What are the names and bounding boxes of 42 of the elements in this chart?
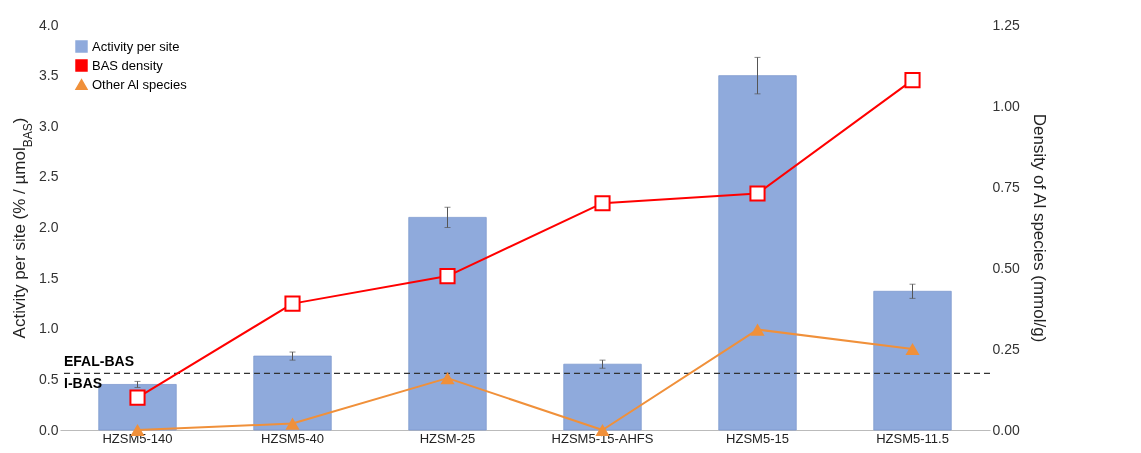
legend-label: Other Al species bbox=[92, 76, 188, 92]
point bbox=[904, 72, 921, 89]
ref-line-label: EFAL-BAS bbox=[64, 353, 134, 370]
point bbox=[905, 342, 920, 356]
x-tick-label: HZSM-25 bbox=[419, 430, 476, 446]
y2-tick-label: 1.00 bbox=[992, 97, 1020, 114]
y-tick-label: 3.5 bbox=[39, 67, 59, 84]
y-tick-label: 3.0 bbox=[39, 117, 59, 134]
x-tick-label: HZSM5-15 bbox=[726, 430, 789, 446]
y-tick-label: 0.5 bbox=[39, 370, 59, 387]
legend-label: BAS density bbox=[92, 57, 164, 73]
y2-axis-title: Density of Al species (mmol/g) bbox=[1029, 113, 1049, 343]
y-tick-label: 1.5 bbox=[39, 269, 59, 286]
x-tick-label: HZSM5-11.5 bbox=[876, 430, 949, 446]
annotation: I-BAS bbox=[64, 375, 103, 392]
y2-tick-label: 0.75 bbox=[992, 178, 1020, 195]
y2-tick-label: 0.50 bbox=[992, 259, 1020, 276]
point bbox=[439, 268, 456, 285]
bar bbox=[253, 355, 332, 431]
y2-tick-label: 0.00 bbox=[992, 421, 1020, 438]
x-tick-label: HZSM5-140 bbox=[102, 430, 173, 446]
point bbox=[284, 295, 301, 312]
point bbox=[594, 195, 611, 212]
y-tick-label: 1.0 bbox=[39, 320, 59, 337]
point bbox=[749, 185, 766, 202]
y-tick-label: 2.0 bbox=[39, 219, 59, 235]
y-tick-label: 4.0 bbox=[39, 16, 59, 33]
point bbox=[440, 372, 455, 385]
y-tick-label: 0.0 bbox=[39, 421, 59, 438]
bar bbox=[873, 290, 952, 431]
point bbox=[129, 389, 146, 406]
bar bbox=[563, 363, 642, 431]
y2-tick-label: 1.25 bbox=[992, 16, 1020, 33]
y-tick-label: 2.5 bbox=[39, 168, 59, 185]
x-tick-label: HZSM5-40 bbox=[261, 430, 324, 446]
point bbox=[750, 323, 765, 336]
bar bbox=[408, 216, 487, 431]
y2-tick-label: 0.25 bbox=[992, 340, 1020, 357]
point bbox=[285, 417, 300, 430]
bar bbox=[718, 75, 797, 431]
legend-label: Activity per site bbox=[92, 38, 180, 54]
x-tick-label: HZSM5-15-AHFS bbox=[551, 430, 654, 446]
